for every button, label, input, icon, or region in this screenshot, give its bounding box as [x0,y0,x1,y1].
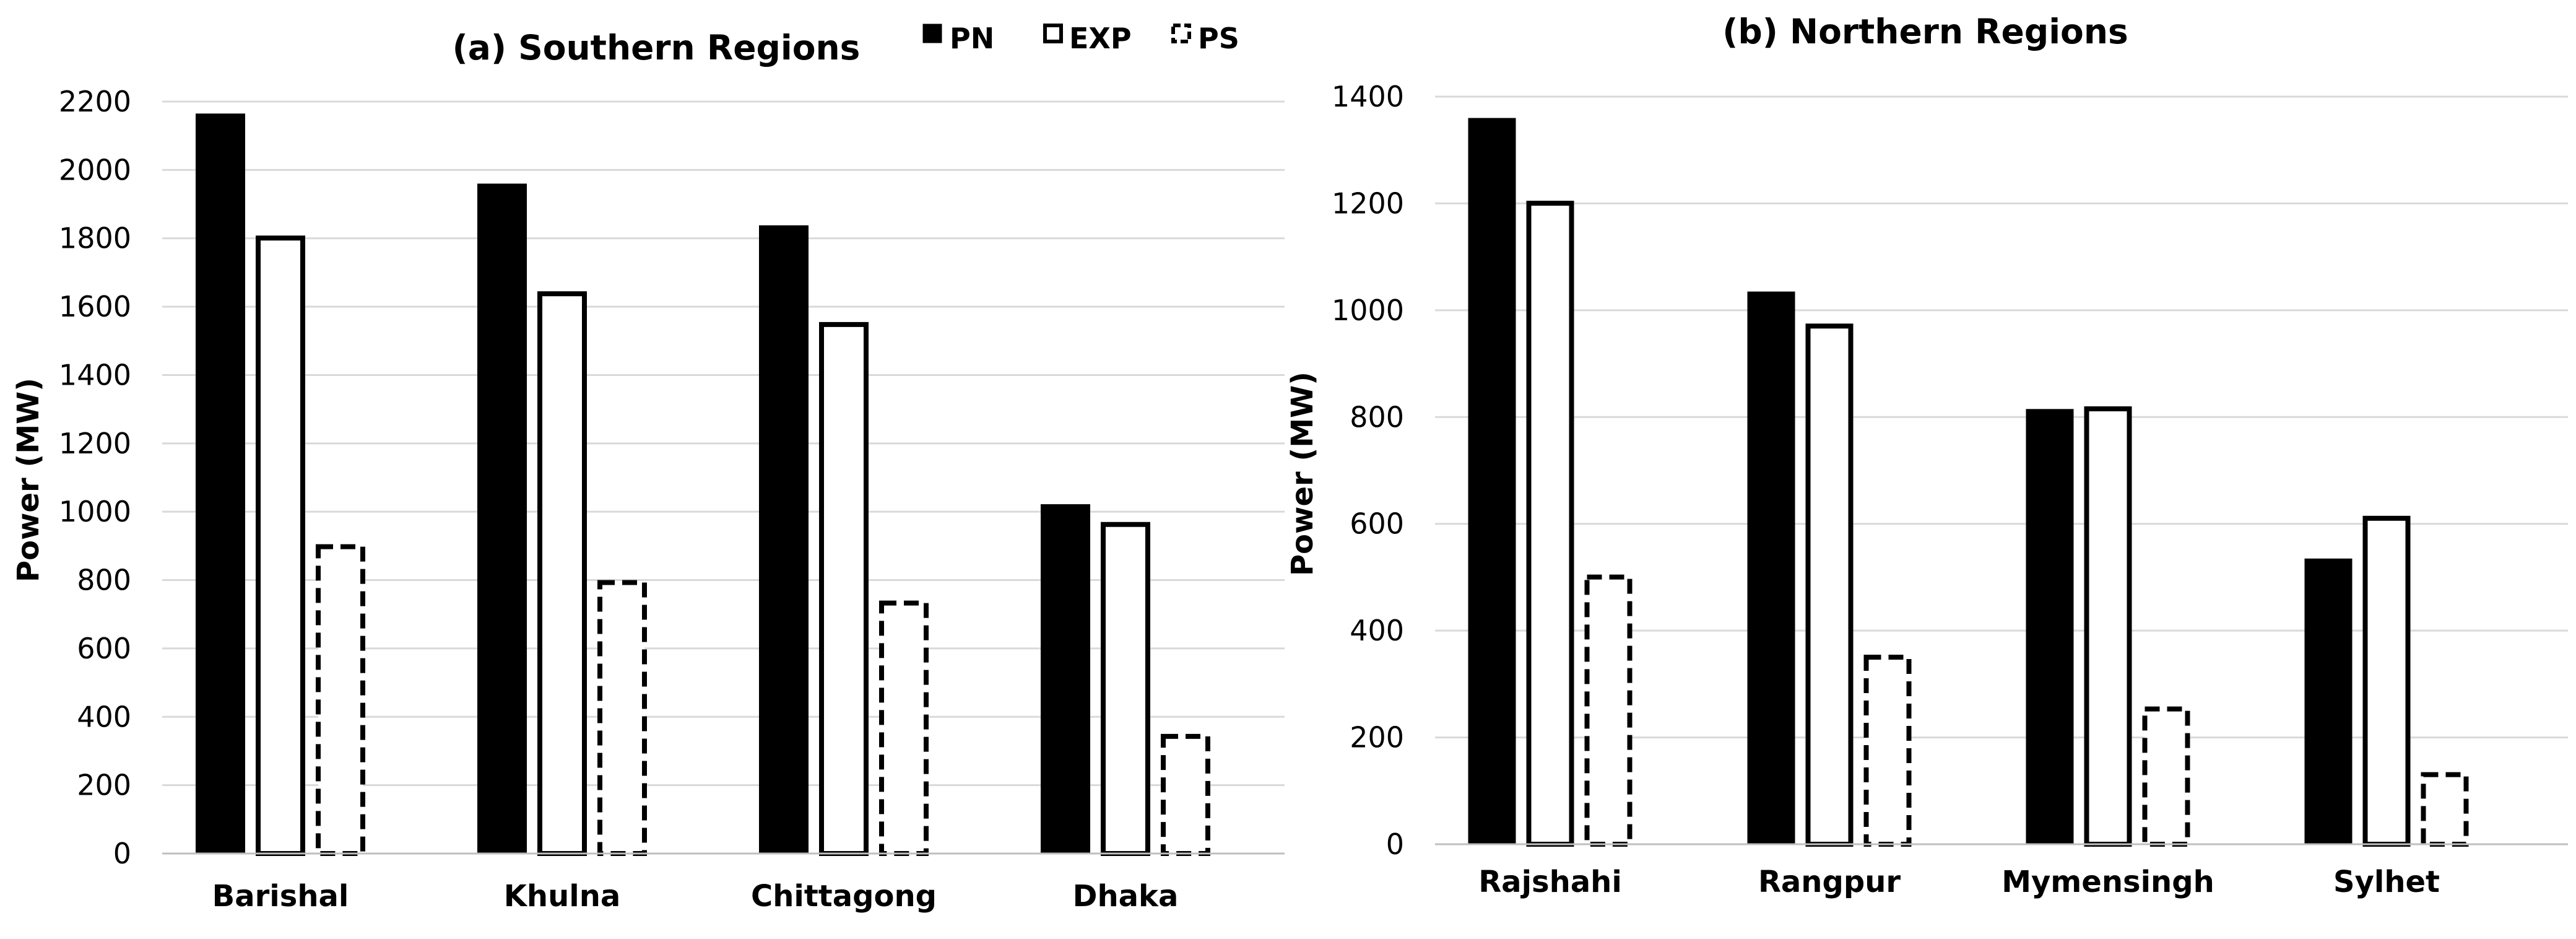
y-tick-label: 2000 [59,153,131,186]
legend-item-exp: EXP [1043,22,1132,55]
y-tick-label: 1400 [59,358,131,391]
y-axis-label: Power (MW) [11,378,46,582]
bar-ps-khulna [597,580,647,857]
y-tick-label: 0 [113,837,131,870]
chart-northern-regions: 0 200 400 600 800 1000 1200 1400 Rajshahi Rangpu… [1285,12,2568,899]
x-category-label-rangpur: Rangpur [1758,865,1901,899]
bar-exp-sylhet [2362,515,2411,847]
y-tick-label: 1200 [1332,186,1404,220]
x-category-label-sylhet: Sylhet [2333,865,2440,899]
y-tick-label: 400 [1350,614,1404,647]
bars [1468,118,2469,847]
bar-pn-rajshahi [1468,118,1516,844]
bar-exp-mymensingh [2084,406,2132,847]
bar-exp-barishal [256,235,305,856]
bar-exp-chittagong [819,321,869,856]
y-tick-label: 1000 [1332,294,1404,327]
bar-ps-chittagong [879,600,929,856]
y-tick-label: 1800 [59,222,131,255]
y-tick-label: 2200 [59,85,131,118]
y-tick-labels: 0 200 400 600 800 1000 1200 1400 [1332,80,1404,861]
x-category-labels: Rajshahi Rangpur Mymensingh Sylhet [1478,865,2440,899]
legend: PN EXP PS [922,22,1239,55]
y-tick-label: 400 [77,700,131,733]
bar-ps-barishal [316,544,365,856]
y-tick-label: 1000 [59,495,131,528]
bar-pn-chittagong [759,225,809,854]
x-category-label-barishal: Barishal [212,879,349,914]
x-category-label-chittagong: Chittagong [751,879,937,914]
legend-item-ps: PS [1171,22,1239,55]
x-category-label-khulna: Khulna [504,879,621,914]
legend-label-pn: PN [950,22,994,55]
x-category-label-dhaka: Dhaka [1073,879,1179,914]
chart-title: (b) Northern Regions [1722,12,2128,51]
bars [196,113,1210,857]
bar-ps-rajshahi [1584,574,1633,847]
bar-pn-barishal [196,113,245,854]
y-tick-label: 600 [77,632,131,665]
bar-pn-rangpur [1747,291,1795,844]
bar-ps-mymensingh [2142,706,2190,847]
chart-title: (a) Southern Regions [453,28,861,68]
bar-exp-rajshahi [1526,201,1574,847]
y-tick-label: 0 [1386,828,1404,861]
y-tick-label: 1400 [1332,80,1404,113]
bar-ps-rangpur [1863,654,1912,847]
y-tick-label: 800 [77,564,131,597]
y-tick-label: 1200 [59,427,131,460]
y-axis-label: Power (MW) [1285,372,1320,576]
y-tick-label: 1600 [59,290,131,323]
legend-label-exp: EXP [1069,22,1132,55]
bar-exp-rangpur [1805,323,1854,847]
y-tick-label: 800 [1350,400,1404,434]
y-tick-labels: 0 200 400 600 800 1000 1200 1400 1600 1800 2000 220… [59,85,131,870]
y-tick-label: 200 [1350,721,1404,754]
y-tick-label: 200 [77,769,131,802]
x-category-label-mymensingh: Mymensingh [2001,865,2214,899]
bar-ps-dhaka [1161,733,1210,857]
x-category-labels: Barishal Khulna Chittagong Dhaka [212,879,1179,914]
bar-exp-khulna [537,291,587,856]
legend-swatch-pn [922,24,942,43]
bar-exp-dhaka [1101,522,1150,856]
bar-ps-sylhet [2421,772,2469,847]
bar-pn-khulna [477,183,527,854]
chart-southern-regions: 0 200 400 600 800 1000 1200 1400 1600 1800 2000 220… [11,22,1285,914]
legend-label-ps: PS [1198,22,1239,55]
bar-pn-mymensingh [2026,409,2074,844]
legend-item-pn: PN [922,22,994,55]
x-category-label-rajshahi: Rajshahi [1478,865,1622,899]
bar-pn-dhaka [1041,504,1090,854]
y-tick-label: 600 [1350,507,1404,541]
legend-swatch-ps [1171,24,1191,43]
legend-swatch-exp [1043,24,1063,43]
bar-pn-sylhet [2304,558,2353,844]
